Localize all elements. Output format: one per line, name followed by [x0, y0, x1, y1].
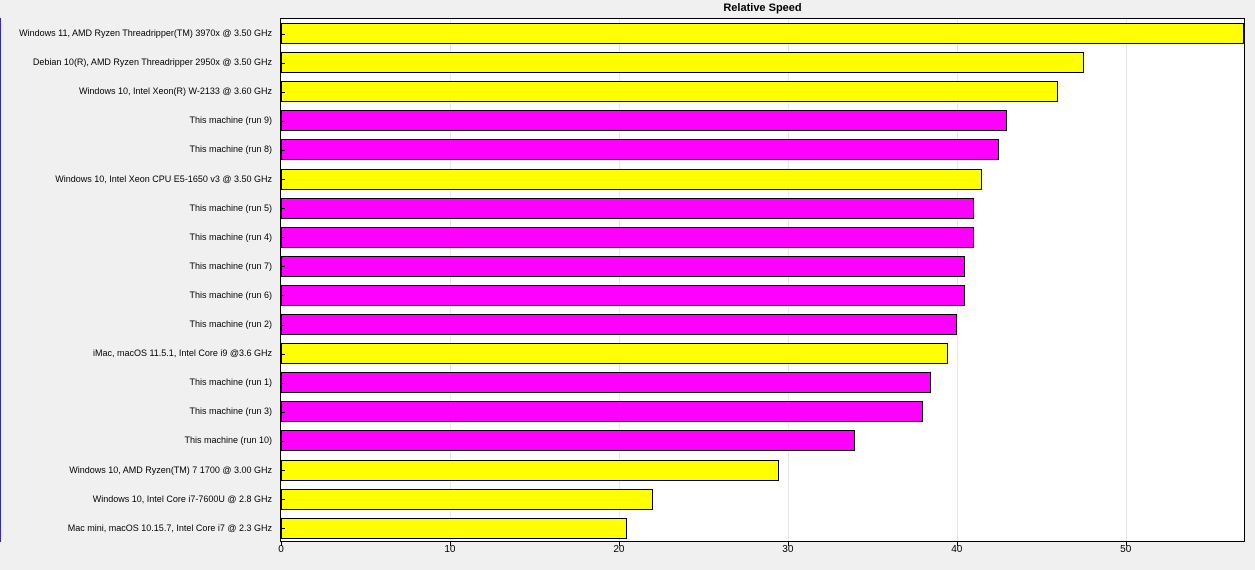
y-axis-label: This machine (run 3) — [2, 397, 272, 426]
y-tick-mark — [280, 295, 285, 296]
y-axis-label: This machine (run 10) — [2, 426, 272, 455]
left-accent-line — [0, 18, 1, 542]
y-axis-label: This machine (run 9) — [2, 106, 272, 135]
y-tick-mark — [280, 528, 285, 529]
y-tick-mark — [280, 92, 285, 93]
bar — [281, 460, 779, 481]
y-axis-label: Windows 10, AMD Ryzen(TM) 7 1700 @ 3.00 … — [2, 456, 272, 485]
x-tick-label: 40 — [951, 544, 962, 555]
bar — [281, 518, 627, 539]
bar — [281, 52, 1084, 73]
y-axis-label: This machine (run 4) — [2, 223, 272, 252]
x-tick-label: 20 — [613, 544, 624, 555]
bar — [281, 227, 974, 248]
y-tick-mark — [280, 208, 285, 209]
y-tick-mark — [280, 412, 285, 413]
y-tick-mark — [280, 441, 285, 442]
bar — [281, 139, 999, 160]
y-axis-label: This machine (run 8) — [2, 135, 272, 164]
bar — [281, 430, 855, 451]
y-tick-mark — [280, 383, 285, 384]
y-tick-mark — [280, 237, 285, 238]
y-tick-mark — [280, 179, 285, 180]
y-tick-mark — [280, 354, 285, 355]
y-axis-label: This machine (run 6) — [2, 281, 272, 310]
y-axis-label: Windows 10, Intel Xeon(R) W-2133 @ 3.60 … — [2, 77, 272, 106]
bar — [281, 343, 948, 364]
y-axis-label: This machine (run 7) — [2, 252, 272, 281]
bar — [281, 372, 931, 393]
y-tick-mark — [280, 325, 285, 326]
x-tick-label: 30 — [782, 544, 793, 555]
y-axis-label: Windows 10, Intel Core i7-7600U @ 2.8 GH… — [2, 485, 272, 514]
bar — [281, 256, 965, 277]
y-axis-label: Windows 10, Intel Xeon CPU E5-1650 v3 @ … — [2, 165, 272, 194]
bar — [281, 169, 982, 190]
y-tick-mark — [280, 499, 285, 500]
chart-title: Relative Speed — [280, 2, 1245, 14]
y-tick-mark — [280, 266, 285, 267]
y-axis-label: This machine (run 5) — [2, 194, 272, 223]
bar — [281, 110, 1007, 131]
y-tick-mark — [280, 63, 285, 64]
y-tick-mark — [280, 150, 285, 151]
x-tick-label: 10 — [444, 544, 455, 555]
bar — [281, 401, 923, 422]
bar — [281, 81, 1058, 102]
x-tick-label: 50 — [1120, 544, 1131, 555]
gridline — [1126, 19, 1127, 541]
bar — [281, 23, 1244, 44]
y-axis-label: iMac, macOS 11.5.1, Intel Core i9 @3.6 G… — [2, 339, 272, 368]
y-tick-mark — [280, 121, 285, 122]
y-axis-label: Debian 10(R), AMD Ryzen Threadripper 295… — [2, 48, 272, 77]
y-axis-label: This machine (run 2) — [2, 310, 272, 339]
x-tick-label: 0 — [278, 544, 284, 555]
plot-area — [280, 18, 1245, 542]
y-axis-label: Mac mini, macOS 10.15.7, Intel Core i7 @… — [2, 514, 272, 543]
bar — [281, 314, 957, 335]
bar — [281, 198, 974, 219]
y-tick-mark — [280, 470, 285, 471]
y-tick-mark — [280, 34, 285, 35]
relative-speed-chart: Relative Speed 0 10 20 30 40 50 Windows 11, AM… — [0, 0, 1255, 570]
y-axis-label: This machine (run 1) — [2, 368, 272, 397]
y-axis-label: Windows 11, AMD Ryzen Threadripper(TM) 3… — [2, 19, 272, 48]
bar — [281, 489, 653, 510]
bar — [281, 285, 965, 306]
